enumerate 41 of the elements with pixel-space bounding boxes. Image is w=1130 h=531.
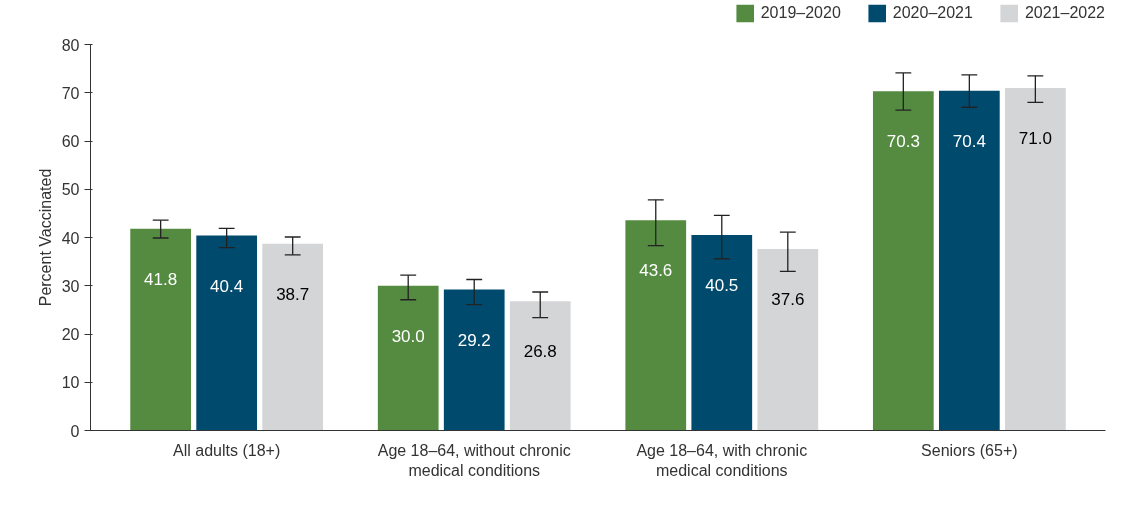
bar [196, 235, 258, 431]
x-tick-label: All adults (18+) [173, 441, 281, 459]
bar [130, 228, 192, 431]
bar [625, 220, 687, 431]
y-tick-label: 60 [61, 133, 80, 150]
bar [443, 289, 505, 431]
bar [509, 301, 571, 431]
y-axis-title: Percent Vaccinated [36, 168, 54, 307]
bar [377, 285, 439, 431]
bar [872, 91, 934, 431]
legend-label: 2021–2022 [1024, 4, 1105, 22]
y-tick-label: 30 [61, 277, 80, 295]
y-tick-label: 70 [61, 84, 80, 102]
bar [691, 235, 753, 431]
data-label: 70.4 [952, 131, 986, 151]
legend-label: 2019–2020 [760, 4, 841, 22]
y-tick-label: 40 [61, 229, 80, 247]
bar [938, 90, 1000, 431]
legend-label: 2020–2021 [892, 4, 973, 22]
y-tick-label: 80 [61, 36, 80, 54]
data-label: 41.8 [144, 269, 178, 289]
data-label: 71.0 [1018, 128, 1052, 148]
data-label: 26.8 [523, 342, 557, 362]
data-label: 40.4 [210, 276, 244, 296]
data-label: 29.2 [457, 330, 491, 350]
data-label: 38.7 [276, 284, 310, 304]
bar [1004, 87, 1066, 431]
y-tick-label: 20 [61, 326, 80, 343]
x-tick-label: Age 18–64, without chronic medical conditions [377, 441, 571, 479]
y-tick-label: 50 [61, 181, 80, 199]
data-label: 30.0 [391, 326, 425, 346]
data-label: 43.6 [639, 261, 673, 281]
y-tick-label: 10 [61, 374, 80, 392]
data-label: 40.5 [705, 276, 739, 296]
x-tick-label: Age 18–64, with chronic medical conditions [636, 441, 808, 479]
x-tick-label: Seniors (65+) [921, 441, 1018, 459]
data-label: 70.3 [886, 132, 920, 152]
data-label: 37.6 [771, 290, 805, 310]
bar [262, 243, 324, 431]
bar [757, 249, 819, 431]
y-tick-label: 0 [70, 422, 80, 440]
